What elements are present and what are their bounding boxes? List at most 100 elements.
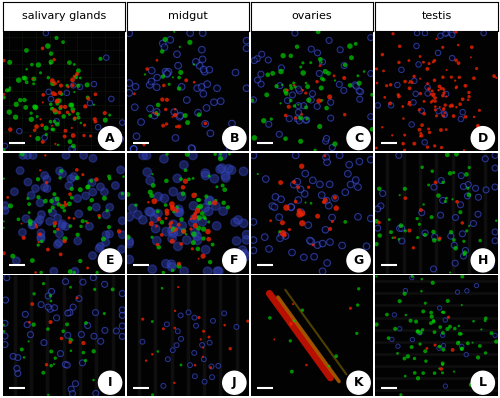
- Point: [368, 126, 376, 133]
- Circle shape: [459, 203, 462, 206]
- Circle shape: [68, 146, 74, 152]
- Circle shape: [133, 105, 136, 109]
- Circle shape: [324, 140, 327, 143]
- Circle shape: [138, 216, 147, 224]
- Point: [418, 327, 426, 333]
- Point: [32, 123, 40, 130]
- Circle shape: [125, 237, 134, 246]
- Circle shape: [200, 66, 207, 73]
- Circle shape: [98, 338, 104, 344]
- Point: [154, 348, 162, 355]
- Point: [320, 76, 328, 83]
- Point: [12, 114, 20, 120]
- Circle shape: [64, 90, 70, 96]
- Point: [205, 173, 213, 179]
- Circle shape: [119, 312, 126, 318]
- Circle shape: [92, 310, 98, 316]
- Point: [68, 186, 76, 192]
- Circle shape: [294, 154, 298, 157]
- Point: [466, 222, 473, 229]
- Point: [49, 204, 57, 211]
- Point: [276, 179, 284, 186]
- Circle shape: [70, 390, 75, 397]
- Circle shape: [26, 323, 29, 326]
- Circle shape: [72, 306, 74, 308]
- Point: [48, 198, 56, 204]
- Circle shape: [199, 56, 206, 62]
- Point: [39, 92, 47, 98]
- Circle shape: [146, 208, 155, 216]
- Circle shape: [396, 225, 402, 231]
- Circle shape: [378, 203, 384, 209]
- Point: [438, 85, 446, 92]
- Point: [314, 213, 322, 219]
- Circle shape: [484, 157, 487, 160]
- Circle shape: [256, 57, 258, 60]
- Circle shape: [442, 112, 448, 117]
- Circle shape: [167, 70, 170, 74]
- Circle shape: [205, 106, 208, 109]
- Point: [220, 187, 228, 193]
- Point: [28, 301, 36, 307]
- Circle shape: [24, 313, 27, 316]
- Circle shape: [102, 327, 108, 334]
- Point: [316, 62, 324, 69]
- Circle shape: [269, 203, 276, 209]
- Point: [318, 97, 326, 103]
- Point: [372, 218, 380, 224]
- Circle shape: [374, 206, 381, 212]
- Point: [462, 82, 469, 89]
- Circle shape: [194, 109, 202, 116]
- Circle shape: [328, 115, 334, 121]
- Circle shape: [368, 215, 374, 222]
- Point: [185, 176, 193, 182]
- Circle shape: [250, 97, 256, 103]
- Point: [154, 111, 162, 118]
- Circle shape: [40, 303, 42, 306]
- Circle shape: [442, 31, 448, 36]
- Point: [190, 192, 198, 199]
- Circle shape: [65, 310, 71, 316]
- Point: [172, 123, 180, 130]
- Point: [299, 70, 307, 76]
- Circle shape: [278, 133, 281, 136]
- Circle shape: [190, 146, 193, 150]
- Circle shape: [452, 244, 456, 247]
- Circle shape: [202, 92, 205, 96]
- Circle shape: [176, 330, 179, 332]
- Point: [78, 218, 86, 224]
- Circle shape: [419, 332, 421, 334]
- Circle shape: [365, 245, 368, 248]
- Point: [354, 286, 362, 292]
- Point: [22, 75, 30, 82]
- Point: [64, 109, 72, 115]
- Circle shape: [310, 98, 312, 101]
- Point: [18, 220, 25, 227]
- Point: [440, 106, 448, 113]
- Circle shape: [252, 238, 255, 242]
- Circle shape: [297, 111, 300, 114]
- Point: [216, 151, 224, 157]
- Circle shape: [259, 51, 265, 57]
- Circle shape: [492, 165, 498, 171]
- Circle shape: [204, 380, 206, 383]
- Point: [332, 205, 340, 211]
- Point: [174, 284, 182, 290]
- Point: [54, 226, 62, 232]
- Circle shape: [440, 179, 443, 182]
- Circle shape: [458, 116, 464, 122]
- Point: [302, 362, 310, 368]
- Point: [194, 225, 202, 231]
- Circle shape: [439, 214, 442, 217]
- Circle shape: [492, 152, 498, 158]
- Circle shape: [286, 99, 289, 102]
- Point: [480, 373, 488, 379]
- Point: [204, 219, 212, 225]
- Circle shape: [174, 227, 183, 236]
- Circle shape: [54, 214, 62, 222]
- Point: [76, 258, 84, 264]
- Point: [430, 370, 438, 377]
- Circle shape: [231, 218, 239, 226]
- Circle shape: [172, 349, 174, 351]
- Circle shape: [29, 152, 37, 159]
